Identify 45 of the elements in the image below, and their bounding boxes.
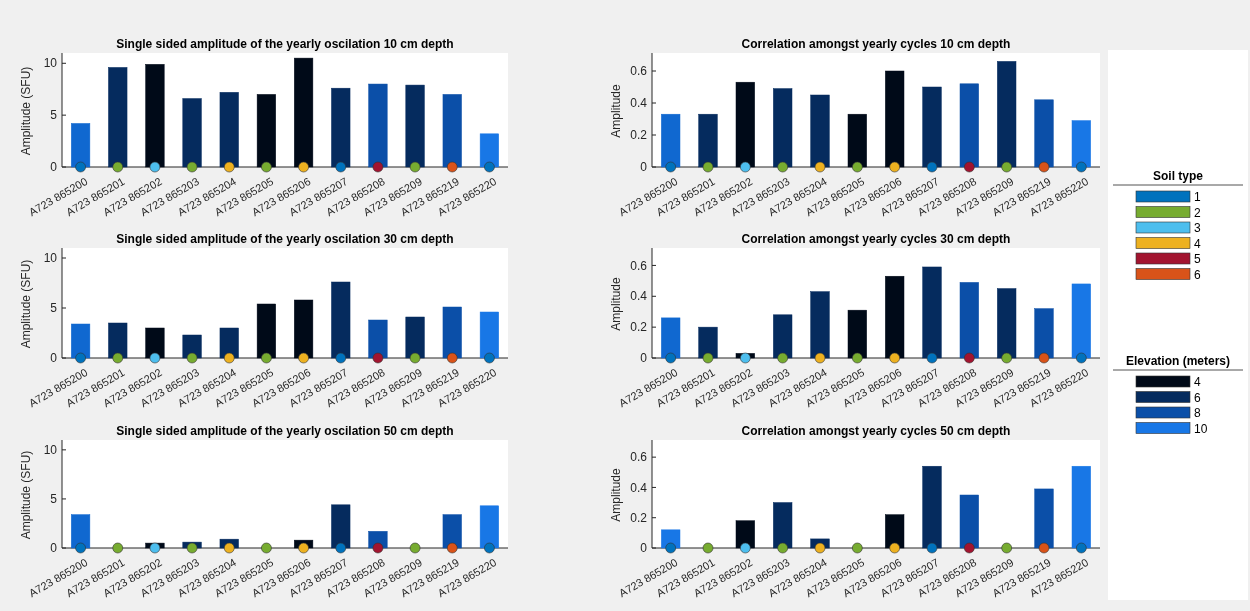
legend-label: 10 <box>1194 421 1208 436</box>
y-tick-label: 5 <box>50 301 58 316</box>
legend-label: 5 <box>1194 252 1201 267</box>
legend-label: 8 <box>1194 406 1201 421</box>
legend-label: 2 <box>1194 205 1201 220</box>
chart-title: Correlation amongst yearly cycles 10 cm depth <box>741 37 1011 51</box>
y-tick-label: 0 <box>50 160 58 175</box>
y-axis-title: Amplitude <box>609 84 623 138</box>
y-axis-title: Amplitude (SFU) <box>19 66 33 156</box>
y-tick-label: 0 <box>50 541 58 556</box>
chart-title: Single sided amplitude of the yearly oscilation 10 cm depth <box>116 37 454 51</box>
y-tick-label: 0.2 <box>630 128 648 143</box>
legend-title: Elevation (meters) <box>1125 354 1231 368</box>
y-tick-label: 0.6 <box>630 258 648 273</box>
y-axis-title: Amplitude (SFU) <box>19 259 33 349</box>
chart-title: Single sided amplitude of the yearly oscilation 50 cm depth <box>116 424 454 438</box>
y-axis-title: Amplitude <box>609 468 623 522</box>
y-tick-label: 0.4 <box>630 96 648 111</box>
y-tick-label: 0 <box>50 351 58 366</box>
legend-title: Soil type <box>1152 169 1204 183</box>
y-tick-label: 0.4 <box>630 480 648 495</box>
y-tick-label: 0 <box>640 160 648 175</box>
y-tick-label: 0.6 <box>630 450 648 465</box>
y-tick-label: 10 <box>43 251 58 266</box>
y-axis-title: Amplitude (SFU) <box>19 450 33 540</box>
legend-label: 4 <box>1194 236 1201 251</box>
chart-title: Correlation amongst yearly cycles 50 cm depth <box>741 424 1011 438</box>
y-tick-label: 0.6 <box>630 64 648 79</box>
y-tick-label: 10 <box>43 443 58 458</box>
legend-label: 6 <box>1194 390 1201 405</box>
legend-label: 3 <box>1194 221 1201 236</box>
chart-title: Single sided amplitude of the yearly oscilation 30 cm depth <box>116 232 454 246</box>
legend-label: 4 <box>1194 375 1201 390</box>
y-tick-label: 0.2 <box>630 510 648 525</box>
y-tick-label: 5 <box>50 492 58 507</box>
y-tick-label: 5 <box>50 108 58 123</box>
y-tick-label: 0 <box>640 351 648 366</box>
y-axis-title: Amplitude <box>609 277 623 331</box>
y-tick-label: 0.4 <box>630 289 648 304</box>
chart-title: Correlation amongst yearly cycles 30 cm depth <box>741 232 1011 246</box>
legend-label: 6 <box>1194 267 1201 282</box>
y-tick-label: 0 <box>640 541 648 556</box>
legend-label: 1 <box>1194 190 1201 205</box>
y-tick-label: 10 <box>43 56 58 71</box>
y-tick-label: 0.2 <box>630 320 648 335</box>
